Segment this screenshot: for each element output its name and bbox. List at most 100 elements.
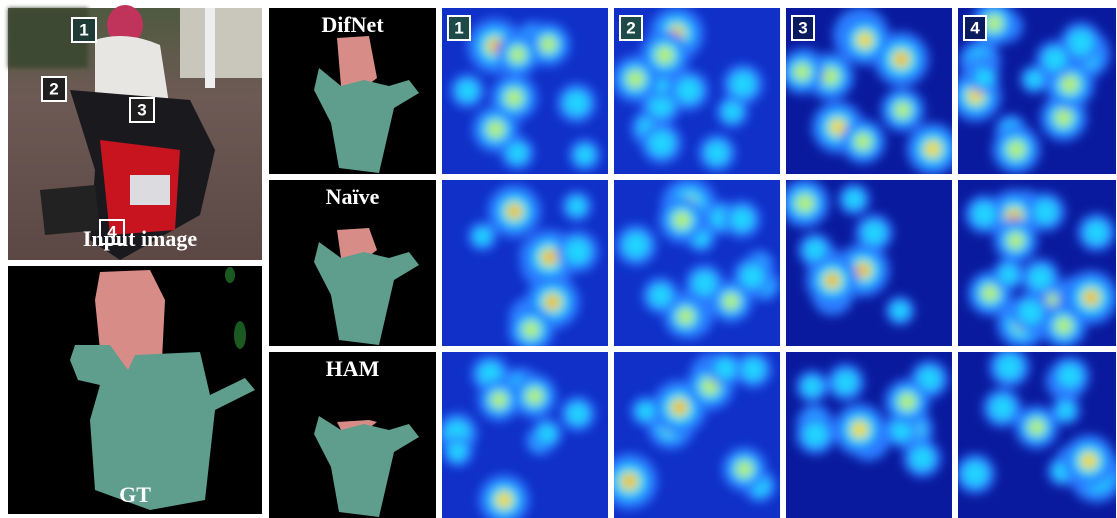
heat-blob: [650, 285, 671, 306]
heat-blob: [565, 239, 590, 264]
heat-blob: [546, 254, 552, 260]
column-marker: 3: [798, 18, 807, 37]
heat-blob: [863, 222, 885, 244]
heat-blob: [1058, 402, 1075, 419]
heatmap: 4: [950, 0, 1116, 174]
heat-blob: [673, 211, 690, 228]
heatmap: [955, 347, 1117, 518]
heat-blob: [627, 70, 644, 87]
row-label: Naïve: [326, 184, 380, 209]
heat-blob: [911, 447, 933, 469]
heat-blob: [568, 404, 588, 424]
heat-blob: [1028, 419, 1044, 435]
heat-blob: [963, 462, 987, 486]
heat-blob: [999, 265, 1017, 283]
seg-mask: HAM: [269, 352, 436, 518]
row-label: DifNet: [321, 12, 384, 37]
heat-blob: [491, 392, 507, 408]
heat-blob: [1085, 221, 1107, 243]
heat-blob: [677, 308, 694, 325]
heat-blob: [474, 228, 491, 245]
heatmap: [786, 352, 952, 518]
heat-blob: [457, 81, 477, 101]
heat-blob: [997, 355, 1021, 379]
column-marker: 2: [626, 18, 635, 37]
heat-blob: [1007, 141, 1025, 159]
heat-blob: [835, 371, 857, 393]
heat-blob: [565, 91, 588, 114]
heat-blob: [509, 46, 525, 62]
heat-blob: [973, 203, 996, 226]
heatmap: [437, 352, 608, 518]
heat-blob: [1055, 317, 1072, 334]
heat-blob: [1068, 30, 1093, 55]
heatmap: [601, 351, 780, 518]
heatmap: [958, 180, 1117, 349]
marker: 1: [79, 20, 88, 39]
heat-blob: [822, 68, 839, 85]
gt-mask: [8, 266, 262, 514]
heat-blob: [677, 78, 701, 102]
heat-blob: [845, 190, 863, 208]
heat-blob: [892, 302, 909, 319]
input-image: [8, 5, 262, 260]
figure: 1 2 3 4 Input image GT DifNetNaïveHAM 12…: [0, 0, 1117, 518]
heatmap: 1: [442, 8, 608, 174]
heat-blob: [829, 277, 835, 283]
heat-blob: [656, 46, 674, 64]
heat-blob: [487, 121, 504, 138]
heat-blob: [626, 478, 632, 484]
heat-blob: [731, 72, 755, 96]
heat-blob: [624, 233, 648, 257]
heat-blob: [1044, 48, 1066, 70]
heat-blob: [550, 299, 556, 305]
heat-blob: [975, 69, 993, 87]
marker: 3: [137, 100, 146, 119]
heat-blob: [858, 34, 871, 47]
heat-blob: [991, 397, 1014, 420]
row-label: HAM: [326, 356, 380, 381]
heat-blob: [505, 89, 522, 106]
heat-blob: [982, 285, 999, 302]
heat-blob: [796, 194, 814, 212]
heat-blob: [855, 133, 872, 150]
heat-blob: [511, 208, 517, 214]
seg-mask: DifNet: [269, 8, 436, 174]
heatmap: 2: [612, 7, 780, 174]
heat-blob: [853, 423, 866, 436]
heat-blob: [898, 56, 904, 62]
heat-blob: [540, 36, 556, 52]
heatmap: 3: [780, 7, 959, 175]
heat-blob: [860, 267, 866, 273]
heat-blob: [676, 405, 682, 411]
heat-blob: [523, 321, 540, 338]
heat-blob: [723, 103, 741, 121]
heat-blob: [1007, 232, 1023, 248]
heatmap: [780, 179, 952, 346]
input-label: Input image: [83, 226, 198, 251]
heat-blob: [899, 393, 916, 410]
heat-blob: [576, 146, 594, 164]
heatmap: [442, 180, 608, 353]
heat-blob: [1029, 267, 1052, 290]
heat-blob: [731, 208, 753, 230]
heat-blob: [926, 142, 939, 155]
heat-blob: [794, 64, 811, 81]
heatmap: [614, 178, 780, 346]
heat-blob: [649, 131, 673, 155]
heat-blob: [723, 293, 739, 309]
column-marker: 4: [970, 18, 980, 37]
heat-blob: [498, 493, 511, 506]
heat-blob: [568, 198, 585, 215]
heat-blob: [1061, 75, 1079, 93]
heat-blob: [894, 102, 910, 118]
heat-blob: [742, 359, 764, 381]
heat-blob: [706, 142, 728, 164]
seg-mask: Naïve: [269, 180, 436, 346]
heat-blob: [1082, 454, 1095, 467]
heat-blob: [1026, 71, 1042, 87]
heat-blob: [526, 388, 543, 405]
heat-blob: [538, 425, 556, 443]
heat-blob: [1088, 295, 1094, 301]
heat-blob: [804, 423, 828, 447]
